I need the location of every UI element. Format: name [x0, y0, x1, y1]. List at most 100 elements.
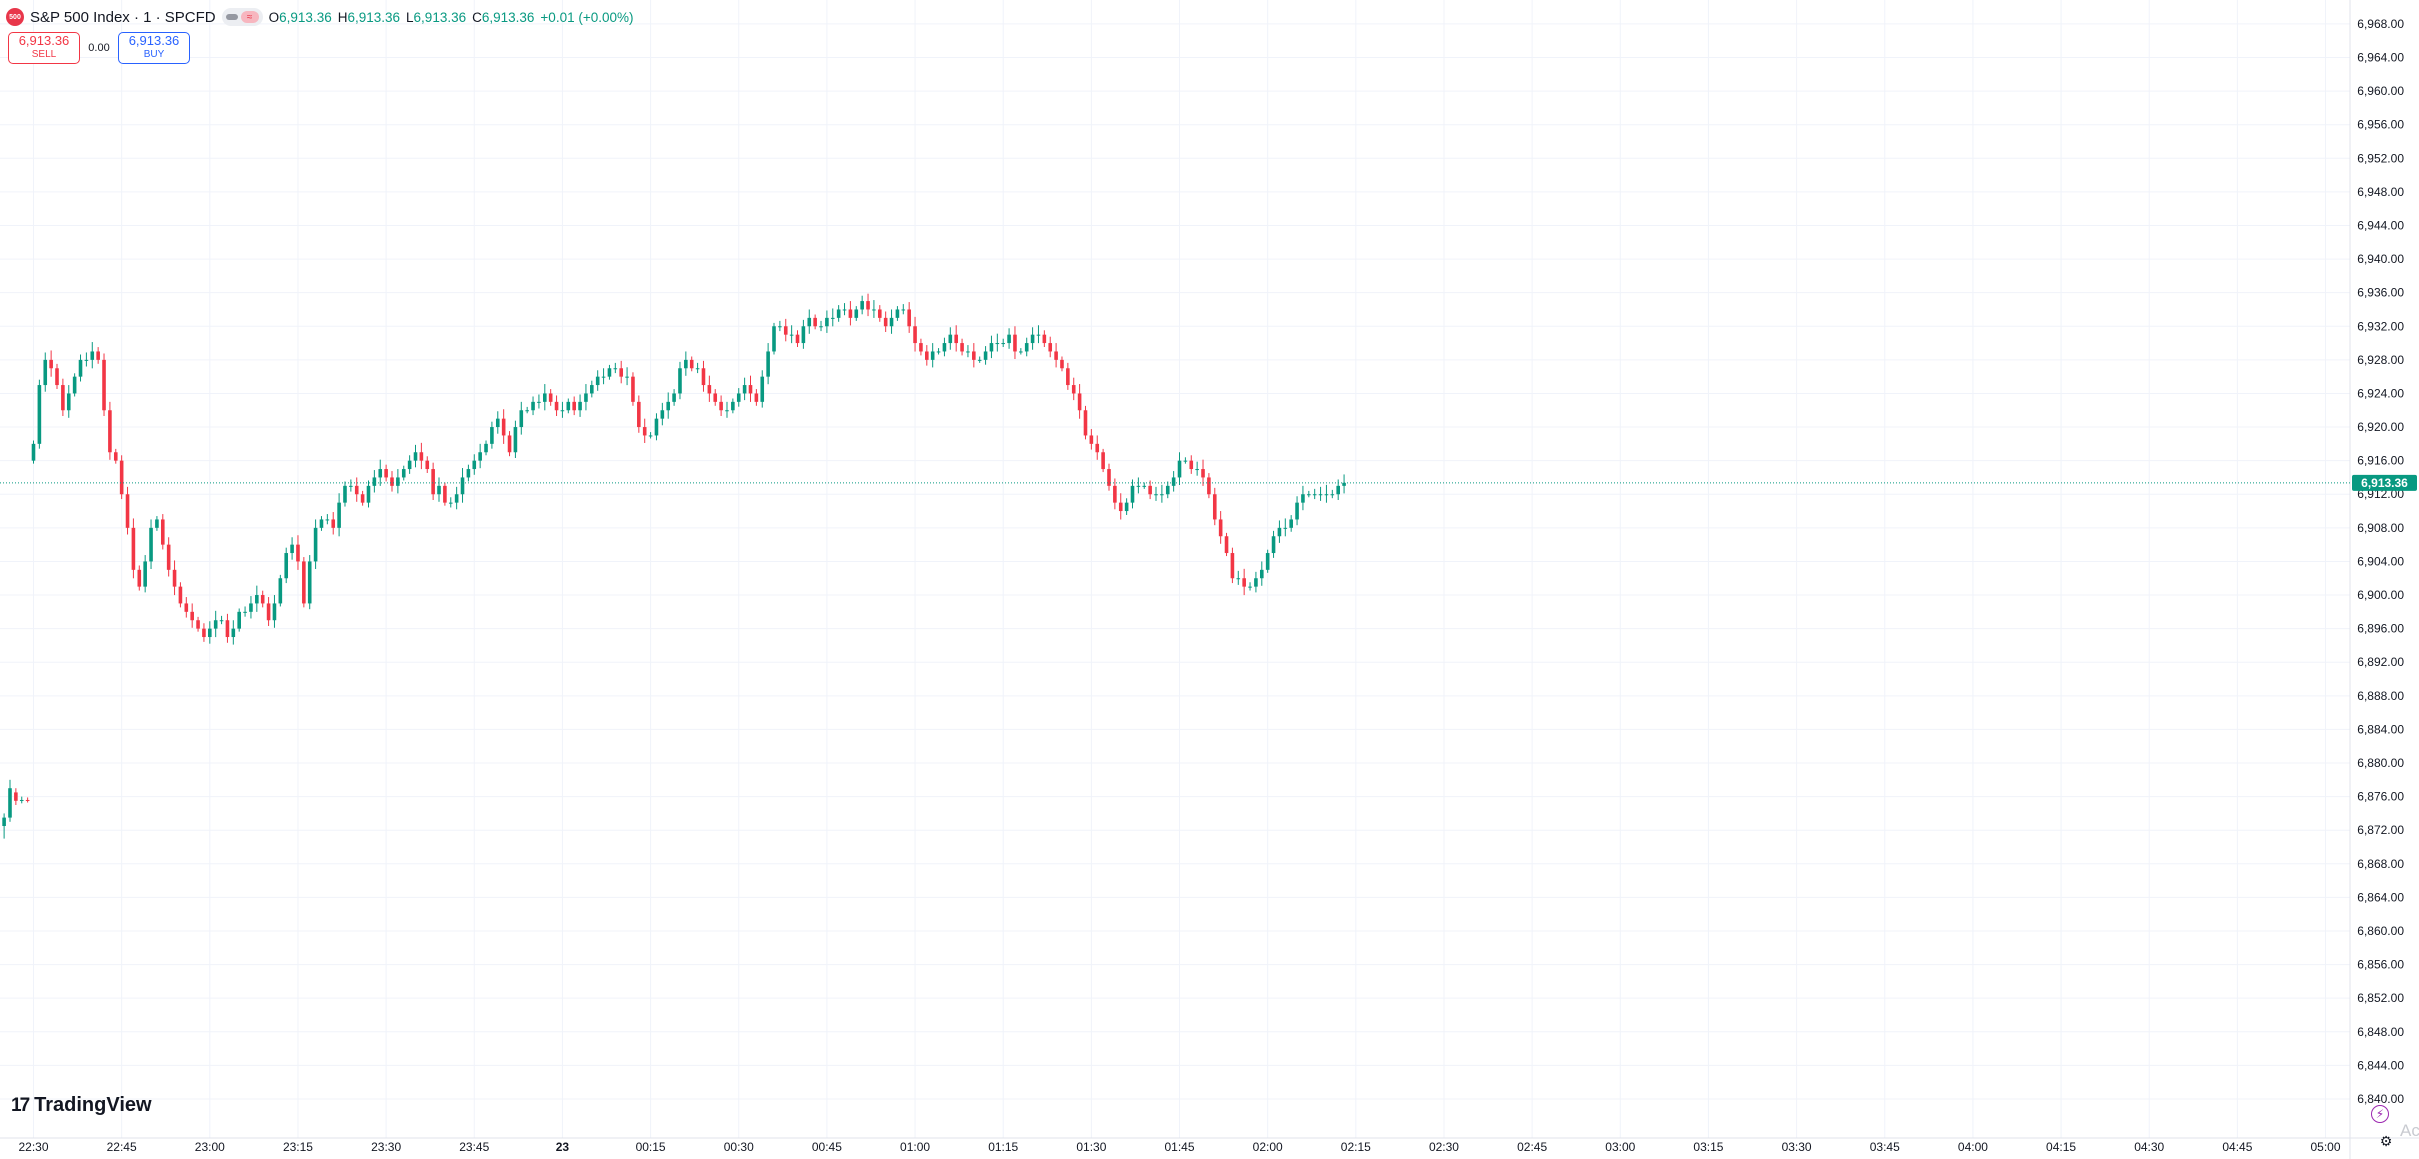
candle-body: [695, 368, 700, 370]
candle: [507, 431, 512, 457]
price-tick-label: 6,924.00: [2357, 386, 2404, 400]
price-tick-label: 6,916.00: [2357, 454, 2404, 468]
candle-body: [1230, 553, 1235, 579]
candle: [472, 454, 477, 475]
candle: [625, 367, 629, 386]
candle: [143, 555, 147, 593]
candle-body: [637, 401, 641, 428]
candle: [531, 396, 535, 416]
candle-body: [255, 595, 259, 604]
candle-body: [149, 527, 153, 562]
candle-body: [1289, 519, 1293, 528]
candle: [302, 557, 306, 608]
candle-body: [654, 418, 659, 436]
candle-body: [102, 359, 106, 411]
candle: [889, 309, 894, 334]
time-tick-label: 23:45: [459, 1140, 489, 1154]
candle-body: [860, 301, 864, 310]
time-tick-label: 05:00: [2311, 1140, 2341, 1154]
price-tick-label: 6,932.00: [2357, 319, 2404, 333]
candle: [613, 362, 618, 374]
candle: [995, 333, 1000, 352]
candle-body: [1054, 351, 1058, 360]
candle: [219, 615, 224, 625]
time-tick-label: 03:45: [1870, 1140, 1900, 1154]
candle-body: [1148, 485, 1152, 495]
candle-body: [249, 603, 253, 612]
candle: [349, 479, 353, 492]
candle: [877, 305, 882, 322]
candle-body: [354, 485, 359, 495]
candle: [789, 325, 794, 344]
candle-body: [237, 611, 241, 629]
time-tick-label: 03:15: [1693, 1140, 1723, 1154]
candle-body: [61, 385, 65, 411]
candle-body: [519, 410, 524, 428]
candle: [925, 345, 929, 366]
candle-body: [66, 393, 71, 411]
candle: [337, 493, 341, 537]
candle: [1013, 326, 1017, 360]
candle-body: [960, 343, 964, 352]
candle: [278, 574, 283, 607]
candle-body: [19, 799, 24, 801]
candle: [14, 788, 18, 806]
candle: [478, 443, 482, 469]
candle: [360, 490, 365, 506]
candle: [78, 354, 83, 382]
candle: [819, 320, 823, 332]
candle-body: [601, 376, 606, 378]
candle-body: [466, 469, 471, 478]
candle-body: [607, 368, 612, 377]
candle: [1212, 487, 1217, 526]
candle: [607, 364, 612, 380]
candle-body: [1077, 393, 1082, 411]
price-tick-label: 6,908.00: [2357, 521, 2404, 535]
candle-body: [930, 351, 935, 360]
candle-body: [1142, 485, 1147, 487]
candle-body: [125, 494, 130, 528]
candle: [325, 514, 330, 525]
sell-button[interactable]: 6,913.36 SELL: [8, 32, 80, 64]
candle: [913, 316, 917, 352]
symbol-title[interactable]: S&P 500 Index · 1 · SPCFD: [30, 8, 216, 26]
candle: [825, 310, 829, 333]
candle-body: [648, 435, 653, 437]
candle: [296, 535, 300, 570]
candle: [96, 347, 100, 364]
candle-body: [1324, 494, 1329, 496]
candle: [1201, 459, 1205, 486]
candle-body: [1195, 469, 1199, 471]
candle-body: [789, 334, 794, 336]
candle: [713, 389, 718, 406]
buy-button[interactable]: 6,913.36 BUY: [118, 32, 190, 64]
price-tick-label: 6,840.00: [2357, 1092, 2404, 1106]
candle-body: [360, 494, 365, 503]
price-tick-label: 6,844.00: [2357, 1058, 2404, 1072]
candle-body: [1242, 578, 1246, 587]
candle: [372, 470, 377, 493]
price-tick-label: 6,928.00: [2357, 353, 2404, 367]
gear-icon[interactable]: ⚙: [2379, 1132, 2393, 1149]
candle: [1007, 328, 1011, 349]
price-tick-label: 6,884.00: [2357, 722, 2404, 736]
price-tick-label: 6,876.00: [2357, 790, 2404, 804]
tradingview-logo[interactable]: 17 TradingView: [11, 1094, 152, 1117]
candle-body: [689, 359, 694, 369]
candle: [1271, 530, 1276, 558]
candle: [343, 481, 347, 507]
lightning-icon[interactable]: ⚡: [2371, 1105, 2389, 1123]
candle-body: [1342, 482, 1346, 486]
candle: [654, 413, 659, 441]
candle: [848, 301, 853, 326]
data-status-icon[interactable]: ≈: [221, 8, 263, 26]
candle-body: [1254, 578, 1258, 587]
candle: [290, 537, 294, 560]
legend-header: 500 S&P 500 Index · 1 · SPCFD ≈ O6,913.3…: [6, 6, 634, 28]
time-tick-label: 00:45: [812, 1140, 842, 1154]
price-tick-label: 6,904.00: [2357, 554, 2404, 568]
time-tick-label: 22:45: [107, 1140, 137, 1154]
time-tick-label: 23:30: [371, 1140, 401, 1154]
candle-body: [160, 519, 165, 545]
